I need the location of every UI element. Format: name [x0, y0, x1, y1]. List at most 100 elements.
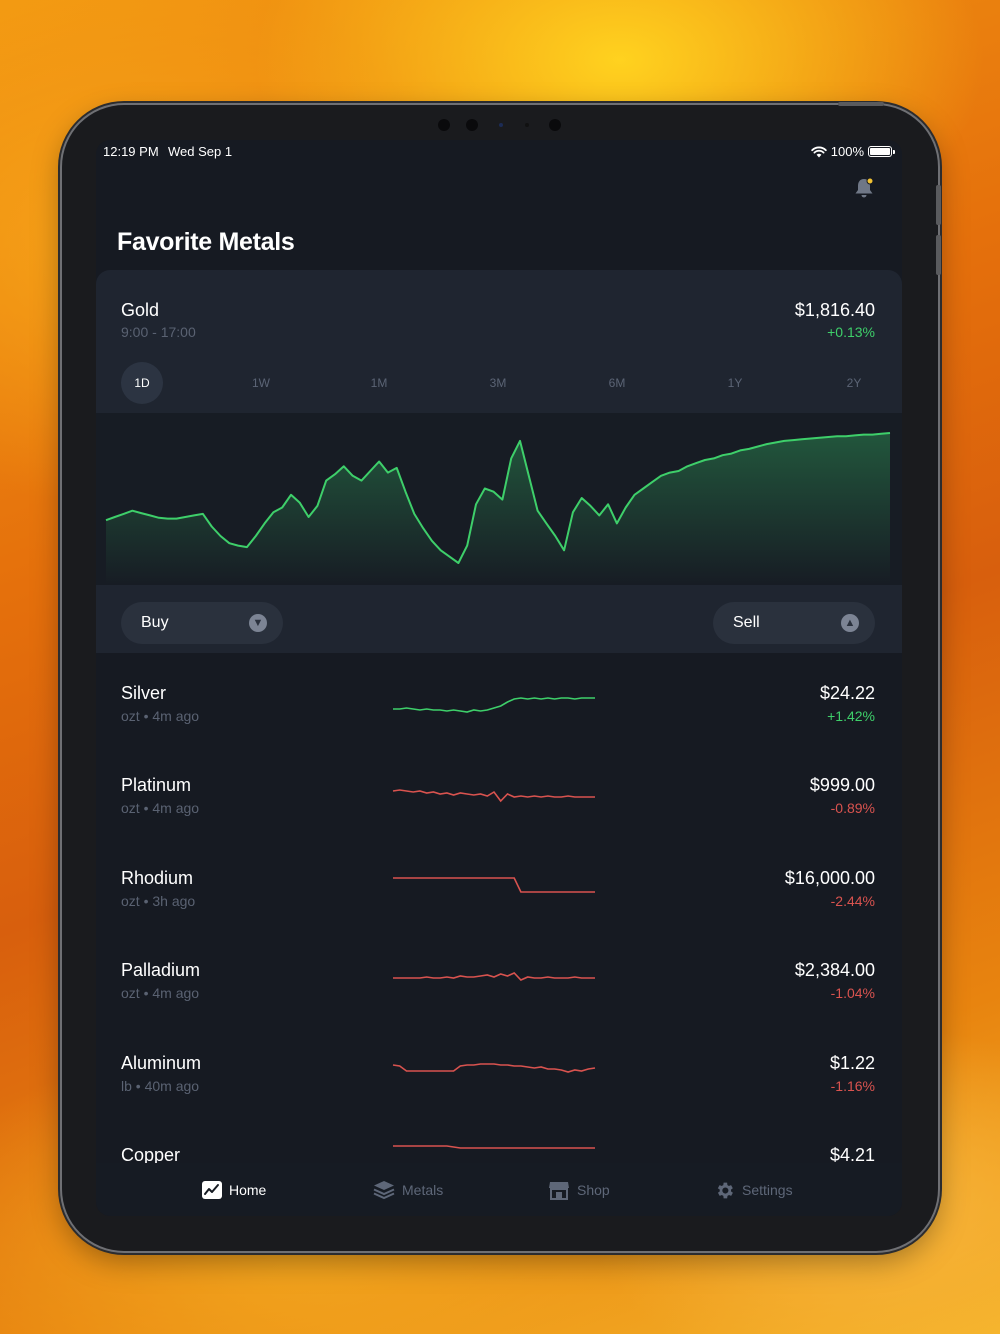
battery-icon	[868, 146, 895, 157]
metal-name: Aluminum	[121, 1053, 202, 1073]
price-chart-area	[106, 433, 890, 585]
sell-button[interactable]: Sell ▲	[713, 602, 875, 644]
chevron-up-icon: ▲	[841, 614, 859, 632]
featured-metal-name: Gold	[121, 300, 160, 320]
wifi-icon	[811, 146, 827, 157]
gear-icon	[717, 1182, 733, 1198]
metal-updated: 4m ago	[152, 800, 200, 816]
metal-change: -1.16%	[830, 1078, 875, 1094]
metal-name: Silver	[121, 683, 167, 703]
tab-metals-label: Metals	[402, 1182, 444, 1198]
range-1m[interactable]: 1M	[370, 376, 388, 390]
metal-unit: lb	[121, 1078, 132, 1094]
camera-sensor	[499, 123, 503, 127]
notification-bell-icon[interactable]	[850, 174, 878, 202]
range-2y[interactable]: 2Y	[846, 376, 862, 390]
featured-change: +0.13%	[827, 324, 875, 340]
range-6m[interactable]: 6M	[608, 376, 626, 390]
metal-updated: 4m ago	[152, 708, 200, 724]
sparkline	[393, 1145, 595, 1149]
page-title: Favorite Metals	[117, 228, 295, 256]
app-screen: 12:19 PM Wed Sep 1 100% Favorite Metals …	[96, 140, 902, 1216]
metal-meta: ozt • 3h ago	[121, 893, 196, 909]
status-time: 12:19 PM	[103, 144, 159, 159]
tab-home[interactable]: Home	[202, 1178, 266, 1202]
metal-change: -1.04%	[830, 985, 875, 1001]
metal-change: -2.44%	[830, 893, 875, 909]
sparkline-line	[393, 877, 595, 893]
status-right: 100%	[811, 144, 895, 159]
sparkline-line	[392, 789, 595, 803]
metal-change: -0.89%	[830, 800, 875, 816]
sparkline-line	[393, 1145, 595, 1149]
metal-name: Platinum	[121, 775, 192, 795]
metals-list: Silver ozt • 4m ago $24.22 +1.42% Platin…	[96, 653, 902, 1163]
range-selector: 1D 1W 1M 3M 6M 1Y 2Y	[121, 362, 876, 404]
list-item[interactable]: Platinum ozt • 4m ago $999.00 -0.89%	[96, 745, 902, 837]
camera-sensor	[525, 123, 529, 127]
metal-change: +1.42%	[827, 708, 875, 724]
tab-bar: Home Metals Shop Settings	[96, 1163, 902, 1216]
range-1w[interactable]: 1W	[252, 376, 270, 390]
chart-icon	[202, 1181, 222, 1199]
metal-name: Copper	[121, 1145, 181, 1163]
metal-unit: ozt	[121, 985, 140, 1001]
metal-unit: ozt	[121, 800, 140, 816]
metal-unit: ozt	[121, 708, 140, 724]
power-button	[838, 102, 884, 106]
metal-updated: 4m ago	[152, 985, 200, 1001]
trading-hours: 9:00 - 17:00	[121, 324, 196, 340]
list-item[interactable]: Rhodium ozt • 3h ago $16,000.00 -2.44%	[96, 838, 902, 930]
tab-metals[interactable]: Metals	[373, 1178, 443, 1202]
volume-button	[936, 185, 941, 225]
status-bar: 12:19 PM Wed Sep 1 100%	[96, 140, 902, 164]
sparkline-line	[393, 697, 595, 713]
metal-price: $16,000.00	[784, 868, 875, 888]
sparkline	[392, 789, 595, 803]
sparkline	[392, 1063, 596, 1073]
battery-percent: 100%	[830, 144, 864, 159]
store-icon	[549, 1182, 569, 1200]
list-item[interactable]: Copper $4.21	[96, 1115, 902, 1163]
featured-metal-card: Gold 9:00 - 17:00 $1,816.40 +0.13% 1D 1W…	[96, 270, 902, 653]
trade-actions: Buy ▼ Sell ▲	[96, 585, 902, 653]
camera-bar	[62, 119, 938, 131]
volume-button	[936, 235, 941, 275]
metal-updated: 40m ago	[144, 1078, 200, 1094]
featured-price: $1,816.40	[794, 300, 875, 320]
metal-meta: ozt • 4m ago	[121, 800, 200, 816]
tab-shop-label: Shop	[577, 1182, 610, 1198]
list-item[interactable]: Silver ozt • 4m ago $24.22 +1.42%	[96, 653, 902, 745]
sell-label: Sell	[733, 614, 760, 631]
camera-dot	[466, 119, 478, 131]
list-item[interactable]: Aluminum lb • 40m ago $1.22 -1.16%	[96, 1023, 902, 1115]
buy-button[interactable]: Buy ▼	[121, 602, 283, 644]
metal-price: $24.22	[819, 683, 875, 703]
metal-unit: ozt	[121, 893, 140, 909]
tab-shop[interactable]: Shop	[548, 1178, 610, 1202]
metal-price: $1.22	[829, 1053, 875, 1073]
buy-label: Buy	[141, 614, 169, 631]
range-1d[interactable]: 1D	[121, 362, 163, 404]
tab-home-label: Home	[229, 1182, 267, 1198]
range-1y[interactable]: 1Y	[727, 376, 743, 390]
status-date: Wed Sep 1	[168, 144, 233, 159]
price-chart-line	[105, 432, 891, 564]
stack-icon	[373, 1181, 395, 1200]
list-item[interactable]: Palladium ozt • 4m ago $2,384.00 -1.04%	[96, 930, 902, 1022]
tab-settings-label: Settings	[742, 1182, 793, 1198]
metal-meta: lb • 40m ago	[121, 1078, 200, 1094]
sparkline	[393, 697, 595, 713]
metal-price: $4.21	[829, 1145, 875, 1163]
price-chart[interactable]	[96, 413, 902, 585]
sparkline	[393, 877, 595, 893]
metal-meta: ozt • 4m ago	[121, 985, 200, 1001]
price-chart-svg	[105, 432, 891, 585]
sparkline-line	[392, 1063, 596, 1073]
metal-price: $2,384.00	[794, 960, 875, 980]
metal-updated: 3h ago	[152, 893, 196, 909]
range-3m[interactable]: 3M	[489, 376, 507, 390]
metal-meta: ozt • 4m ago	[121, 708, 200, 724]
tab-settings[interactable]: Settings	[714, 1178, 793, 1202]
camera-dot	[438, 119, 450, 131]
